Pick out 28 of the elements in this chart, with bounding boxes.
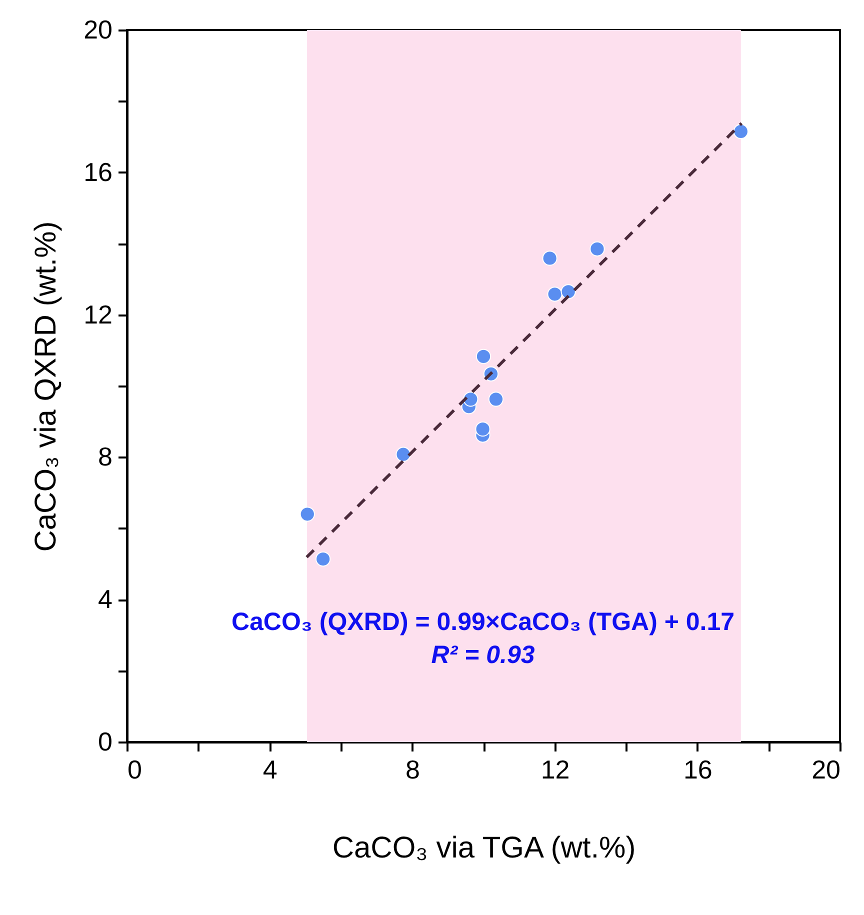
x-axis-title: CaCO₃ via TGA (wt.%) [332,832,636,864]
y-tick-label: 20 [84,14,112,44]
x-tick-label: 8 [405,754,420,784]
point [560,284,576,300]
point [396,446,411,462]
y-tick-label: 12 [84,299,112,330]
x-tick-label: 16 [683,754,712,784]
point [488,392,504,407]
annotation: CaCO₃ (QXRD) = 0.99×CaCO₃ (TGA) + 0.17 [231,608,735,636]
y-axis-title: CaCO₃ via QXRD (wt.%) [30,221,63,552]
y-tick-label: 8 [98,442,112,472]
point [590,241,605,256]
x-tick-label: 20 [812,754,840,784]
y-tick-label: 0 [98,726,112,756]
point [733,124,748,140]
point [476,348,492,364]
annotation: R² = 0.93 [431,641,535,669]
y-tick-label: 4 [98,584,112,614]
x-tick-label: 0 [128,754,142,784]
point [463,392,478,407]
point [542,250,558,266]
point [316,551,331,567]
y-tick-label: 16 [84,156,112,187]
x-tick-label: 12 [540,754,570,784]
point [300,506,315,522]
point [475,422,490,437]
x-tick-label: 4 [262,754,278,784]
point [547,286,562,302]
